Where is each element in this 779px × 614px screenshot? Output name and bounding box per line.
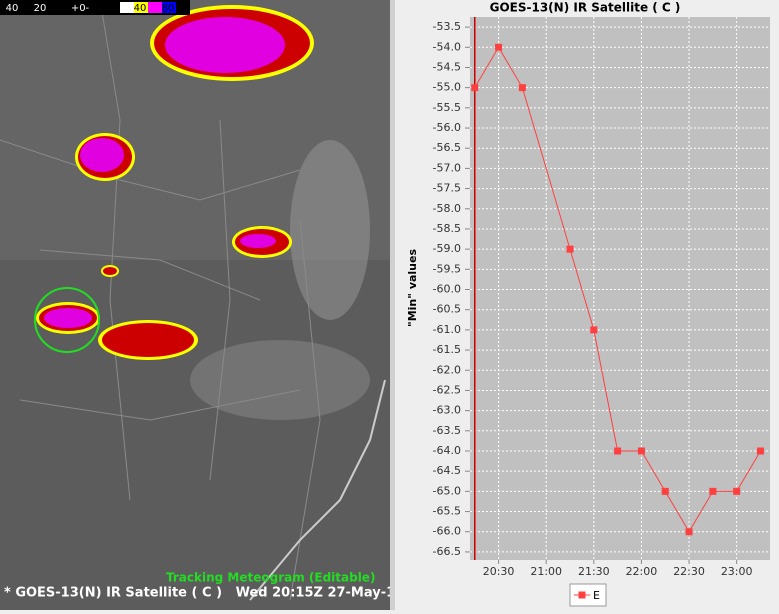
y-tick-label: -58.5 [433, 222, 461, 235]
cloud-haze [190, 340, 370, 420]
legend-label: E [593, 589, 600, 602]
y-tick-label: -56.0 [433, 121, 461, 134]
colorbar-label: 20 [108, 3, 121, 14]
data-point [637, 447, 645, 455]
y-tick-label: -54.5 [433, 60, 461, 73]
storm-core [80, 138, 124, 172]
storm-cell [101, 265, 119, 277]
y-tick-label: -62.5 [433, 383, 461, 396]
coastline [249, 379, 386, 601]
y-tick-label: -66.0 [433, 525, 461, 538]
colorbar-label: 40 [6, 3, 19, 14]
storm-core [165, 17, 285, 73]
y-tick-label: -64.5 [433, 464, 461, 477]
cloud-haze [290, 140, 370, 320]
county-lines [0, 0, 321, 601]
y-tick-label: -53.5 [433, 20, 461, 33]
y-tick-label: -62.0 [433, 363, 461, 376]
storm-cell [102, 323, 194, 357]
y-tick-label: -55.5 [433, 101, 461, 114]
x-tick-label: 20:30 [483, 565, 515, 578]
colorbar-swatch [134, 2, 148, 13]
colorbar-label: 20 [34, 3, 47, 14]
storm-core [44, 308, 92, 328]
data-point [471, 84, 479, 92]
y-tick-label: -56.5 [433, 141, 461, 154]
data-point [756, 447, 764, 455]
colorbar-swatch [120, 2, 134, 13]
y-tick-label: -55.0 [433, 81, 461, 94]
y-tick-label: -61.5 [433, 343, 461, 356]
data-point [566, 245, 574, 253]
y-tick-label: -59.0 [433, 242, 461, 255]
y-tick-label: -66.5 [433, 545, 461, 558]
data-point [709, 487, 717, 495]
data-point [614, 447, 622, 455]
x-tick-label: 22:30 [673, 565, 705, 578]
y-tick-label: -63.5 [433, 424, 461, 437]
y-tick-label: -58.0 [433, 202, 461, 215]
y-tick-label: -60.0 [433, 283, 461, 296]
y-tick-label: -61.0 [433, 323, 461, 336]
x-tick-label: 21:00 [530, 565, 562, 578]
x-tick-label: 21:30 [578, 565, 610, 578]
y-tick-label: -59.5 [433, 262, 461, 275]
y-tick-label: -63.0 [433, 404, 461, 417]
y-tick-label: -60.5 [433, 303, 461, 316]
series-line [474, 46, 761, 533]
y-tick-label: -57.5 [433, 182, 461, 195]
y-tick-label: -64.0 [433, 444, 461, 457]
colorbar-label: 40 [134, 3, 147, 14]
satellite-caption: * GOES-13(N) IR Satellite ( C ) Wed 20:1… [4, 586, 404, 601]
colorbar-label: 80 [162, 3, 175, 14]
x-tick-label: 22:00 [626, 565, 658, 578]
splitter[interactable] [390, 0, 395, 610]
tracking-circle[interactable] [34, 287, 100, 353]
data-point [590, 326, 598, 334]
y-axis-label: "Min" values [406, 249, 419, 327]
colorbar-swatch [148, 2, 162, 13]
y-tick-label: -57.0 [433, 161, 461, 174]
plot-area [470, 17, 770, 560]
data-point [733, 487, 741, 495]
x-tick-label: 23:00 [721, 565, 753, 578]
tracking-label[interactable]: Tracking Meteogram (Editable) [166, 571, 375, 585]
y-tick-label: -65.5 [433, 505, 461, 518]
chart-title: GOES-13(N) IR Satellite ( C ) [490, 1, 681, 15]
y-tick-label: -65.0 [433, 484, 461, 497]
data-point [495, 43, 503, 51]
colorbar-label: +0- [71, 3, 90, 14]
data-point [518, 84, 526, 92]
colorbar-swatch [162, 2, 176, 13]
data-point [685, 528, 693, 536]
legend-marker [578, 591, 586, 599]
y-tick-label: -54.0 [433, 40, 461, 53]
data-point [661, 487, 669, 495]
storm-core [240, 234, 276, 248]
satellite-panel: 40 20 +0- 20 40 80 Tracking Meteogram (Editab… [0, 0, 404, 610]
